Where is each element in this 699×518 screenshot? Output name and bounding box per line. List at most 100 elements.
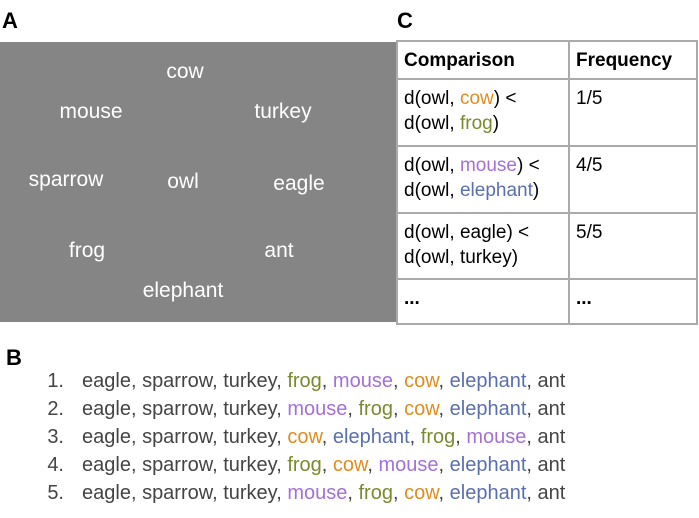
frequency-cell: 5/5 bbox=[568, 212, 698, 280]
list-number: 3. bbox=[47, 426, 64, 448]
text-segment: d(owl, bbox=[404, 155, 460, 176]
text-segment: cow bbox=[459, 88, 494, 109]
frequency-cell: 4/5 bbox=[568, 145, 698, 214]
separator: , bbox=[347, 482, 359, 504]
word-arrangement: cow mouse turkey sparrow owl eagle frog ant elep… bbox=[0, 42, 396, 322]
table-row: d(owl, eagle) < d(owl, turkey) 5/5 bbox=[396, 212, 698, 280]
word: frog bbox=[358, 482, 393, 504]
panel-label: B bbox=[6, 345, 22, 370]
word: cow bbox=[404, 370, 439, 392]
separator: , bbox=[276, 482, 288, 504]
separator: , bbox=[409, 426, 421, 448]
word: cow bbox=[404, 482, 439, 504]
word: eagle bbox=[273, 172, 325, 195]
comparison-cell: d(owl, mouse) < d(owl, elephant) bbox=[396, 145, 570, 214]
word: owl bbox=[167, 170, 199, 193]
word: cow bbox=[404, 398, 439, 420]
word: sparrow bbox=[142, 426, 213, 448]
word: elephant bbox=[142, 279, 224, 302]
separator: , bbox=[321, 454, 333, 476]
separator: , bbox=[526, 370, 538, 392]
separator: , bbox=[130, 370, 143, 392]
word: sparrow bbox=[142, 454, 213, 476]
ranking-items: eagle, sparrow, turkey, mouse, frog, cow… bbox=[82, 398, 565, 421]
separator: , bbox=[212, 370, 224, 392]
separator: , bbox=[130, 398, 143, 420]
table-row: ...... bbox=[396, 278, 698, 325]
text-segment: d(owl, bbox=[404, 180, 460, 201]
table-header: Frequency bbox=[568, 40, 698, 80]
separator: , bbox=[367, 454, 379, 476]
separator: , bbox=[526, 482, 538, 504]
comparison-cell: ... bbox=[396, 278, 570, 325]
text-segment: ) bbox=[532, 180, 540, 201]
word: frog bbox=[68, 239, 106, 262]
word: eagle bbox=[82, 454, 131, 476]
word: frog bbox=[358, 398, 393, 420]
comparison-cell: d(owl, eagle) < d(owl, turkey) bbox=[396, 212, 570, 280]
word: sparrow bbox=[142, 398, 213, 420]
word: frog bbox=[287, 454, 322, 476]
text-segment: ) bbox=[492, 113, 500, 134]
table-row: d(owl, cow) < d(owl, frog) 1/5 bbox=[396, 78, 698, 147]
ranking-row: 5. eagle, sparrow, turkey, mouse, frog, c… bbox=[0, 482, 699, 510]
separator: , bbox=[438, 482, 450, 504]
word: eagle bbox=[82, 482, 131, 504]
word: ant bbox=[264, 239, 294, 262]
separator: , bbox=[526, 454, 538, 476]
separator: , bbox=[130, 482, 143, 504]
word: cow bbox=[287, 426, 322, 448]
separator: , bbox=[212, 398, 224, 420]
text-segment: ) < bbox=[493, 88, 517, 109]
word: frog bbox=[420, 426, 456, 448]
word: elephant bbox=[449, 398, 527, 420]
text-segment: d(owl, bbox=[404, 113, 460, 134]
separator: , bbox=[347, 398, 359, 420]
word: cow bbox=[332, 454, 368, 476]
separator: , bbox=[392, 482, 405, 504]
word: eagle bbox=[82, 398, 131, 420]
comparison-table: Comparison Frequency d(owl, cow) < d(owl,… bbox=[396, 40, 698, 325]
separator: , bbox=[526, 398, 538, 420]
word: turkey bbox=[223, 398, 277, 420]
separator: , bbox=[392, 370, 405, 392]
word: turkey bbox=[223, 454, 277, 476]
separator: , bbox=[276, 426, 288, 448]
word: mouse bbox=[466, 426, 527, 448]
separator: , bbox=[438, 454, 450, 476]
word: sparrow bbox=[28, 168, 104, 191]
list-number: 2. bbox=[47, 398, 64, 420]
word: mouse bbox=[287, 482, 348, 504]
text-segment: ... bbox=[404, 288, 420, 309]
word: mouse bbox=[332, 370, 393, 392]
text-segment: elephant bbox=[459, 180, 533, 201]
word: eagle bbox=[82, 370, 131, 392]
separator: , bbox=[212, 482, 224, 504]
separator: , bbox=[212, 426, 224, 448]
separator: , bbox=[276, 370, 288, 392]
separator: , bbox=[455, 426, 467, 448]
ranking-row: 1. eagle, sparrow, turkey, frog, mouse, c… bbox=[0, 370, 699, 398]
word: ant bbox=[537, 482, 566, 504]
panel-label: C bbox=[397, 8, 413, 33]
word: turkey bbox=[223, 482, 277, 504]
text-segment: mouse bbox=[459, 155, 517, 176]
list-number: 4. bbox=[47, 454, 64, 476]
word: frog bbox=[287, 370, 322, 392]
text-segment: d(owl, eagle) < bbox=[404, 222, 530, 243]
ranking-row: 2. eagle, sparrow, turkey, mouse, frog, c… bbox=[0, 398, 699, 426]
ranking-row: 3. eagle, sparrow, turkey, cow, elephant,… bbox=[0, 426, 699, 454]
separator: , bbox=[321, 370, 333, 392]
comparison-line: ... bbox=[404, 286, 562, 311]
word: cow bbox=[166, 60, 204, 83]
ranking-items: eagle, sparrow, turkey, cow, elephant, f… bbox=[82, 426, 565, 449]
word: turkey bbox=[254, 100, 312, 123]
word: mouse bbox=[378, 454, 439, 476]
word: eagle bbox=[82, 426, 131, 448]
word: ant bbox=[537, 454, 566, 476]
separator: , bbox=[438, 370, 450, 392]
separator: , bbox=[392, 398, 405, 420]
separator: , bbox=[276, 454, 288, 476]
separator: , bbox=[212, 454, 224, 476]
